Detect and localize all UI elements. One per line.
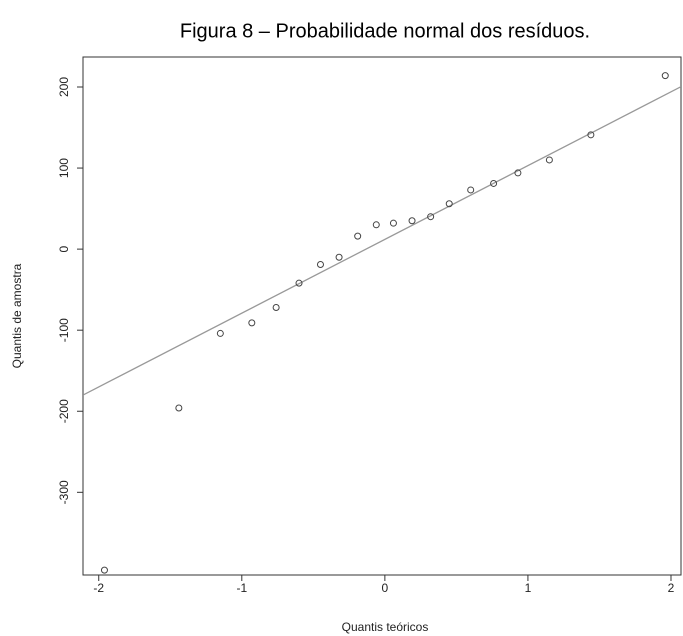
y-tick-label: 0 bbox=[57, 245, 71, 252]
point bbox=[175, 404, 183, 412]
x-axis-label: Quantis teóricos bbox=[342, 620, 429, 634]
point bbox=[335, 253, 343, 261]
point bbox=[427, 213, 435, 221]
point bbox=[587, 131, 595, 139]
point bbox=[295, 279, 303, 287]
plot-area bbox=[83, 72, 681, 574]
point bbox=[248, 319, 256, 327]
point bbox=[389, 219, 397, 227]
plot-frame bbox=[82, 56, 682, 576]
point bbox=[408, 217, 416, 225]
point bbox=[545, 156, 553, 164]
point bbox=[445, 200, 453, 208]
y-tick-label: 100 bbox=[57, 158, 71, 178]
x-tick-label: 1 bbox=[525, 581, 532, 595]
point bbox=[467, 186, 475, 194]
point bbox=[316, 261, 324, 269]
point bbox=[661, 72, 669, 80]
x-tick-label: -1 bbox=[236, 581, 247, 595]
point bbox=[354, 232, 362, 240]
point bbox=[216, 329, 224, 337]
point bbox=[272, 303, 280, 311]
chart-title: Figura 8 – Probabilidade normal dos resí… bbox=[180, 20, 590, 42]
point bbox=[490, 179, 498, 187]
reference-line bbox=[83, 86, 681, 396]
x-tick-label: -2 bbox=[93, 581, 104, 595]
y-tick-label: -100 bbox=[57, 318, 71, 342]
point bbox=[372, 221, 380, 229]
y-tick-label: -300 bbox=[57, 480, 71, 504]
point bbox=[514, 169, 522, 177]
point bbox=[100, 566, 108, 574]
y-tick-label: -200 bbox=[57, 399, 71, 423]
y-tick-label: 200 bbox=[57, 77, 71, 97]
y-axis-label: Quantis de amostra bbox=[10, 263, 24, 368]
x-tick-label: 0 bbox=[382, 581, 389, 595]
x-tick-label: 2 bbox=[668, 581, 675, 595]
